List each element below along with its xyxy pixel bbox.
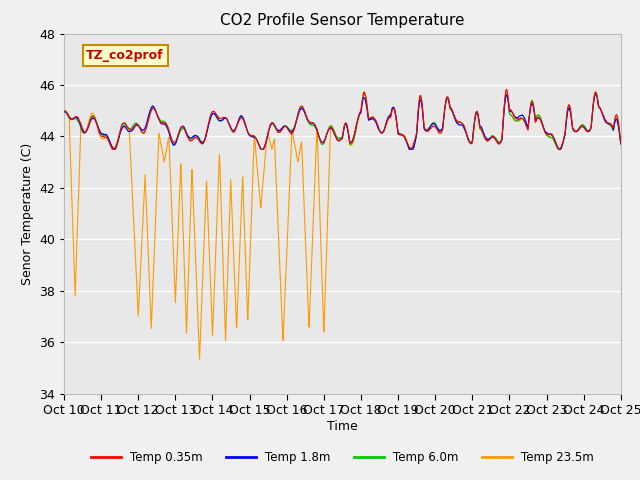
- Y-axis label: Senor Temperature (C): Senor Temperature (C): [20, 143, 33, 285]
- X-axis label: Time: Time: [327, 420, 358, 433]
- Title: CO2 Profile Sensor Temperature: CO2 Profile Sensor Temperature: [220, 13, 465, 28]
- Legend: Temp 0.35m, Temp 1.8m, Temp 6.0m, Temp 23.5m: Temp 0.35m, Temp 1.8m, Temp 6.0m, Temp 2…: [86, 446, 598, 469]
- Text: TZ_co2prof: TZ_co2prof: [86, 49, 164, 62]
